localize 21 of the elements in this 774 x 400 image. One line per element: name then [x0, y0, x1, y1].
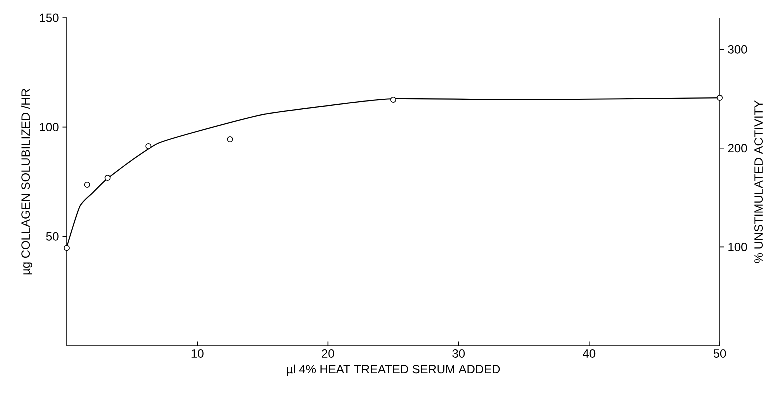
- point: [390, 97, 396, 103]
- y2-tick-label: 200: [728, 144, 748, 153]
- y2-axis-title: % UNSTIMULATED ACTIVITY: [754, 100, 764, 264]
- point: [227, 136, 234, 143]
- point: [104, 175, 111, 182]
- y-tick-label: 50: [46, 232, 59, 241]
- y-axis-title: µg COLLAGEN SOLUBILIZED /HR: [21, 89, 32, 275]
- y-tick-label: 100: [40, 123, 59, 132]
- point: [146, 143, 152, 150]
- point: [717, 95, 723, 102]
- y2-tick-label: 100: [728, 242, 748, 252]
- x-tick-label: 20: [322, 350, 334, 358]
- x-tick-label: 50: [714, 350, 726, 358]
- x-axis-title: µl 4% HEAT TREATED SERUM ADDED: [287, 364, 500, 376]
- x-tick-label: 10: [192, 350, 204, 358]
- point: [84, 182, 90, 188]
- x-tick-label: 40: [583, 350, 596, 358]
- y-tick-label: 150: [40, 14, 59, 22]
- x-tick-label: 30: [452, 350, 465, 358]
- y2-tick-label: 300: [728, 45, 748, 54]
- point: [64, 245, 70, 252]
